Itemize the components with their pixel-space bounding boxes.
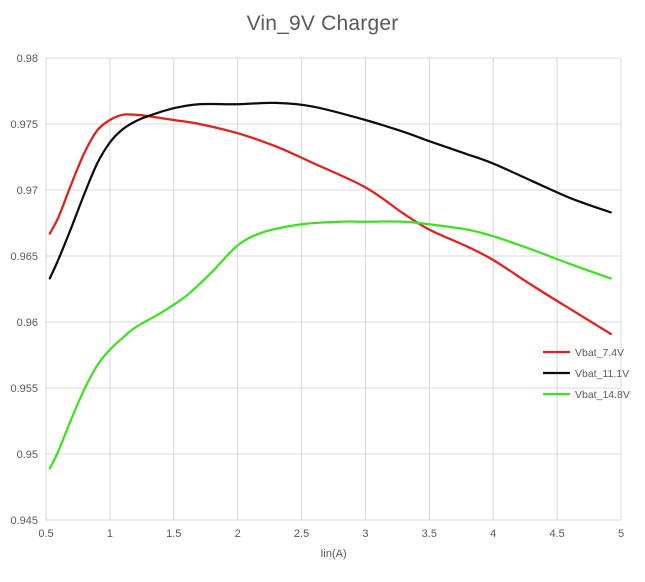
y-tick-label: 0.98 <box>17 53 38 65</box>
tick-labels: 0.5 1 1.5 2 2.5 3 3.5 4 4.5 5 0.945 0.95 0.955 0.96 0.… <box>10 53 624 540</box>
x-tick-label: 2 <box>235 528 241 540</box>
x-tick-label: 1 <box>107 528 113 540</box>
x-tick-label: 3 <box>362 528 368 540</box>
legend-label: Vbat_11.1V <box>575 368 629 380</box>
series-line-0 <box>48 113 612 336</box>
y-tick-label: 0.965 <box>10 251 38 263</box>
x-tick-label: 3.5 <box>422 528 437 540</box>
y-tick-label: 0.95 <box>17 449 38 461</box>
x-tick-label: 4.5 <box>549 528 564 540</box>
x-tick-label: 1.5 <box>166 528 181 540</box>
y-tick-label: 0.96 <box>17 317 38 329</box>
legend-label: Vbat_7.4V <box>575 347 624 359</box>
y-tick-label: 0.975 <box>10 119 38 131</box>
x-tick-label: 5 <box>618 528 624 540</box>
x-tick-label: 4 <box>490 528 496 540</box>
legend-label: Vbat_14.8V <box>575 389 630 401</box>
y-tick-label: 0.955 <box>10 383 38 395</box>
series-line-1 <box>48 101 612 280</box>
series-line-2 <box>48 220 612 470</box>
x-axis-label: Iin(A) <box>320 548 346 560</box>
chart-title: Vin_9V Charger <box>246 12 399 35</box>
legend: Vbat_7.4V Vbat_11.1V Vbat_14.8V <box>543 347 630 401</box>
x-tick-label: 2.5 <box>294 528 309 540</box>
grid-lines <box>45 57 622 521</box>
y-tick-label: 0.97 <box>17 185 38 197</box>
series-lines <box>48 101 612 470</box>
y-tick-label: 0.945 <box>10 515 38 527</box>
x-tick-label: 0.5 <box>38 528 53 540</box>
